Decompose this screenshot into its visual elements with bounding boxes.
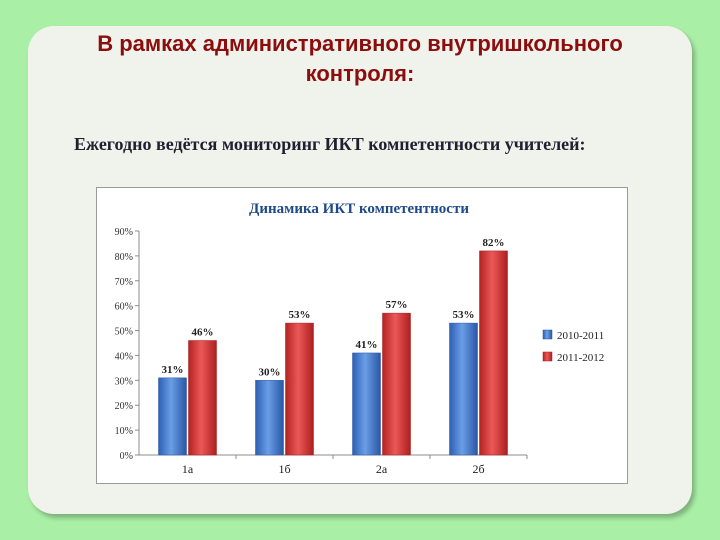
x-tick-label: 2б [472, 462, 484, 476]
data-label: 31% [162, 364, 184, 376]
bar-2010-2011-1б [255, 380, 284, 456]
x-tick-label: 2а [376, 462, 388, 476]
legend-label: 2011-2012 [557, 352, 604, 364]
bar-2010-2011-2б [449, 322, 478, 456]
x-tick-label: 1а [182, 462, 194, 476]
y-tick-label: 0% [120, 451, 133, 462]
bar-2011-2012-2а [382, 312, 411, 456]
data-label: 30% [259, 366, 281, 378]
data-label: 57% [386, 299, 408, 311]
chart-title: Динамика ИКТ компетентности [249, 201, 469, 217]
y-tick-label: 20% [115, 401, 133, 412]
bar-2011-2012-2б [479, 250, 508, 456]
y-tick-label: 90% [115, 227, 133, 238]
data-label: 46% [192, 327, 214, 339]
x-tick-label: 1б [278, 462, 290, 476]
y-tick-label: 80% [115, 252, 133, 263]
data-label: 53% [289, 309, 311, 321]
y-tick-label: 10% [115, 426, 133, 437]
bar-2010-2011-1а [158, 377, 187, 456]
slide-subtitle: Ежегодно ведётся мониторинг ИКТ компетен… [74, 134, 586, 154]
y-tick-label: 40% [115, 351, 133, 362]
bar-2010-2011-2а [352, 352, 381, 456]
bar-chart: Динамика ИКТ компетентности 0% 10% 20% 30% 4… [115, 201, 605, 476]
data-label: 41% [356, 339, 378, 351]
y-tick-label: 50% [115, 327, 133, 338]
bar-2011-2012-1б [285, 322, 314, 456]
data-label: 53% [453, 309, 475, 321]
slide-title: В рамках административного внутришкольно… [97, 31, 623, 86]
bar-2011-2012-1а [188, 340, 217, 456]
legend-swatch [542, 351, 553, 362]
y-tick-label: 30% [115, 376, 133, 387]
chart-container: Динамика ИКТ компетентности 0% 10% 20% 30% 4… [96, 187, 628, 484]
legend-label: 2010-2011 [557, 330, 604, 342]
legend-swatch [542, 329, 553, 340]
data-label: 82% [483, 237, 505, 249]
y-tick-label: 60% [115, 302, 133, 313]
y-tick-label: 70% [115, 277, 133, 288]
